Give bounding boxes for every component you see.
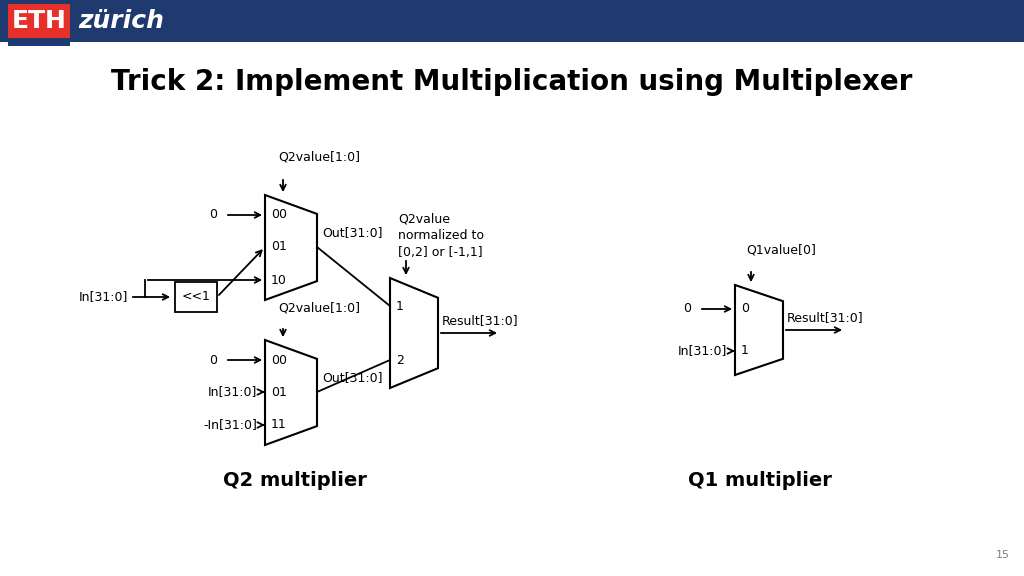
Text: 1: 1 — [396, 300, 403, 313]
Text: 0: 0 — [209, 354, 217, 366]
Text: -In[31:0]: -In[31:0] — [203, 419, 257, 431]
Text: Out[31:0]: Out[31:0] — [322, 226, 383, 239]
Text: In[31:0]: In[31:0] — [208, 385, 257, 399]
Text: Result[31:0]: Result[31:0] — [442, 314, 518, 327]
Text: 15: 15 — [996, 550, 1010, 560]
Text: Q2value
normalized to
[0,2] or [-1,1]: Q2value normalized to [0,2] or [-1,1] — [398, 212, 484, 259]
Text: Q2 multiplier: Q2 multiplier — [223, 471, 367, 490]
Text: 0: 0 — [209, 209, 217, 222]
Text: 01: 01 — [271, 241, 287, 253]
Text: <<1: <<1 — [181, 290, 211, 304]
Text: 01: 01 — [271, 385, 287, 399]
Text: zürich: zürich — [78, 9, 164, 33]
Text: 10: 10 — [271, 274, 287, 286]
Text: Trick 2: Implement Multiplication using Multiplexer: Trick 2: Implement Multiplication using … — [112, 68, 912, 96]
Bar — [175, 282, 217, 312]
Text: 1: 1 — [741, 344, 749, 358]
Text: 00: 00 — [271, 354, 287, 366]
Text: Q2value[1:0]: Q2value[1:0] — [278, 150, 360, 164]
Text: 11: 11 — [271, 419, 287, 431]
Text: ETH: ETH — [11, 9, 67, 33]
Bar — [8, 4, 70, 38]
Text: Out[31:0]: Out[31:0] — [322, 371, 383, 384]
Text: Result[31:0]: Result[31:0] — [787, 311, 863, 324]
Bar — [8, 38, 70, 46]
Text: Q1 multiplier: Q1 multiplier — [688, 471, 831, 490]
Text: 0: 0 — [683, 302, 691, 316]
Text: 0: 0 — [741, 302, 749, 316]
Bar — [0, 0, 1024, 42]
Text: 00: 00 — [271, 209, 287, 222]
Text: Q2value[1:0]: Q2value[1:0] — [278, 301, 360, 314]
Text: In[31:0]: In[31:0] — [79, 290, 128, 304]
Text: In[31:0]: In[31:0] — [678, 344, 727, 358]
Text: 2: 2 — [396, 354, 403, 366]
Text: Q1value[0]: Q1value[0] — [746, 244, 816, 256]
